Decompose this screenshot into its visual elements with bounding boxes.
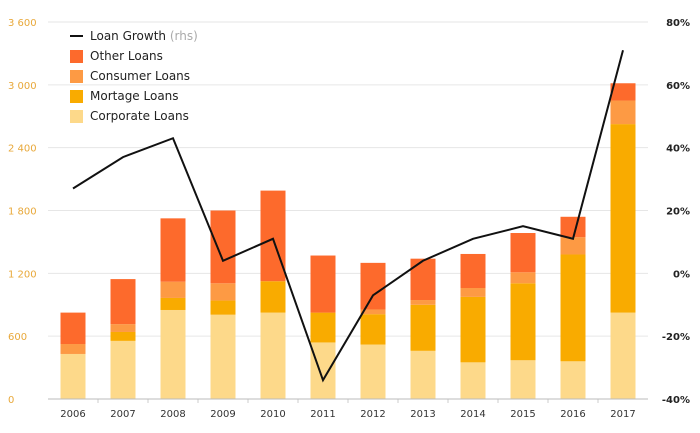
x-tick-label: 2017 bbox=[610, 409, 635, 420]
bar-consumer-loans-2017 bbox=[610, 100, 636, 125]
left-tick-label: 3 600 bbox=[8, 18, 37, 29]
right-tick-label: 0% bbox=[673, 269, 690, 280]
right-tick-label: 40% bbox=[666, 144, 690, 155]
bar-mortage-loans-2016 bbox=[560, 254, 586, 362]
loan-growth-line bbox=[72, 50, 624, 383]
bar-corporate-loans-2008 bbox=[160, 309, 186, 399]
left-tick-label: 2 400 bbox=[8, 144, 37, 155]
bar-mortage-loans-2013 bbox=[410, 304, 436, 351]
x-tick-label: 2012 bbox=[360, 409, 385, 420]
x-tick-label: 2010 bbox=[260, 409, 285, 420]
bar-corporate-loans-2006 bbox=[60, 353, 86, 399]
bar-other-loans-2006 bbox=[60, 312, 86, 345]
left-tick-label: 1 200 bbox=[8, 269, 37, 280]
bar-mortage-loans-2007 bbox=[110, 331, 136, 341]
right-axis-ticks: -40% -20% 0% 20% 40% 60% 80% bbox=[662, 18, 690, 406]
bar-mortage-loans-2010 bbox=[260, 281, 286, 313]
loan-growth-line-group bbox=[72, 50, 624, 383]
left-tick-label: 3 000 bbox=[8, 81, 37, 92]
bar-mortage-loans-2011 bbox=[310, 312, 336, 343]
bar-consumer-loans-2009 bbox=[210, 283, 236, 301]
bar-consumer-loans-2015 bbox=[510, 272, 536, 284]
bar-other-loans-2008 bbox=[160, 218, 186, 282]
x-tick-label: 2008 bbox=[160, 409, 185, 420]
x-tick-label: 2007 bbox=[110, 409, 135, 420]
bar-mortage-loans-2012 bbox=[360, 314, 386, 345]
legend: Loan Growth (rhs) Other Loans Consumer Loa… bbox=[70, 29, 198, 123]
legend-label-loan-growth: Loan Growth (rhs) bbox=[90, 29, 198, 43]
bar-other-loans-2010 bbox=[260, 190, 286, 282]
legend-label-other-loans: Other Loans bbox=[90, 49, 163, 63]
bar-corporate-loans-2012 bbox=[360, 344, 386, 399]
left-axis-ticks: 0 600 1 200 1 800 2 400 3 000 3 600 bbox=[8, 18, 37, 406]
bars bbox=[60, 83, 636, 399]
legend-swatch-consumer-loans bbox=[70, 70, 83, 83]
legend-label-rhs-note: (rhs) bbox=[170, 29, 198, 43]
bar-corporate-loans-2011 bbox=[310, 342, 336, 399]
x-tick-label: 2016 bbox=[560, 409, 585, 420]
bar-other-loans-2016 bbox=[560, 216, 586, 238]
bar-corporate-loans-2015 bbox=[510, 360, 536, 399]
bar-mortage-loans-2015 bbox=[510, 283, 536, 361]
bar-corporate-loans-2013 bbox=[410, 350, 436, 399]
bar-mortage-loans-2008 bbox=[160, 297, 186, 310]
bar-other-loans-2007 bbox=[110, 279, 136, 325]
legend-label-mortage-loans: Mortage Loans bbox=[90, 89, 179, 103]
bar-consumer-loans-2006 bbox=[60, 344, 86, 354]
bar-consumer-loans-2013 bbox=[410, 300, 436, 305]
bar-mortage-loans-2017 bbox=[610, 124, 636, 313]
bar-other-loans-2009 bbox=[210, 210, 236, 284]
legend-swatch-mortage-loans bbox=[70, 90, 83, 103]
bar-other-loans-2014 bbox=[460, 253, 486, 288]
bar-consumer-loans-2016 bbox=[560, 237, 586, 255]
bar-corporate-loans-2017 bbox=[610, 312, 636, 399]
bar-other-loans-2011 bbox=[310, 255, 336, 313]
bar-mortage-loans-2009 bbox=[210, 300, 236, 315]
x-tick-label: 2006 bbox=[60, 409, 85, 420]
bar-consumer-loans-2007 bbox=[110, 324, 136, 332]
left-tick-label: 0 bbox=[8, 395, 14, 406]
legend-swatch-other-loans bbox=[70, 50, 83, 63]
right-tick-label: -20% bbox=[662, 332, 690, 343]
bar-mortage-loans-2014 bbox=[460, 296, 486, 363]
bar-consumer-loans-2014 bbox=[460, 287, 486, 297]
right-tick-label: 60% bbox=[666, 81, 690, 92]
bar-other-loans-2012 bbox=[360, 262, 386, 310]
bar-corporate-loans-2009 bbox=[210, 314, 236, 399]
x-tick-label: 2013 bbox=[410, 409, 435, 420]
bar-consumer-loans-2008 bbox=[160, 281, 186, 298]
x-axis-ticks: 2006 2007 2008 2009 2010 2011 2012 2013 2014 2015… bbox=[60, 409, 635, 420]
x-tick-label: 2011 bbox=[310, 409, 335, 420]
bar-corporate-loans-2010 bbox=[260, 312, 286, 399]
bar-corporate-loans-2007 bbox=[110, 340, 136, 399]
bar-consumer-loans-2012 bbox=[360, 309, 386, 315]
legend-label-consumer-loans: Consumer Loans bbox=[90, 69, 190, 83]
right-tick-label: 20% bbox=[666, 207, 690, 218]
bar-other-loans-2013 bbox=[410, 258, 436, 301]
bar-other-loans-2015 bbox=[510, 233, 536, 273]
bar-other-loans-2017 bbox=[610, 83, 636, 101]
right-tick-label: -40% bbox=[662, 395, 690, 406]
legend-label-corporate-loans: Corporate Loans bbox=[90, 109, 189, 123]
x-tick-label: 2014 bbox=[460, 409, 485, 420]
bar-corporate-loans-2014 bbox=[460, 362, 486, 399]
left-tick-label: 600 bbox=[8, 332, 27, 343]
right-tick-label: 80% bbox=[666, 18, 690, 29]
left-tick-label: 1 800 bbox=[8, 207, 37, 218]
legend-swatch-corporate-loans bbox=[70, 110, 83, 123]
x-tick-label: 2009 bbox=[210, 409, 235, 420]
x-tick-label: 2015 bbox=[510, 409, 535, 420]
bar-corporate-loans-2016 bbox=[560, 361, 586, 399]
